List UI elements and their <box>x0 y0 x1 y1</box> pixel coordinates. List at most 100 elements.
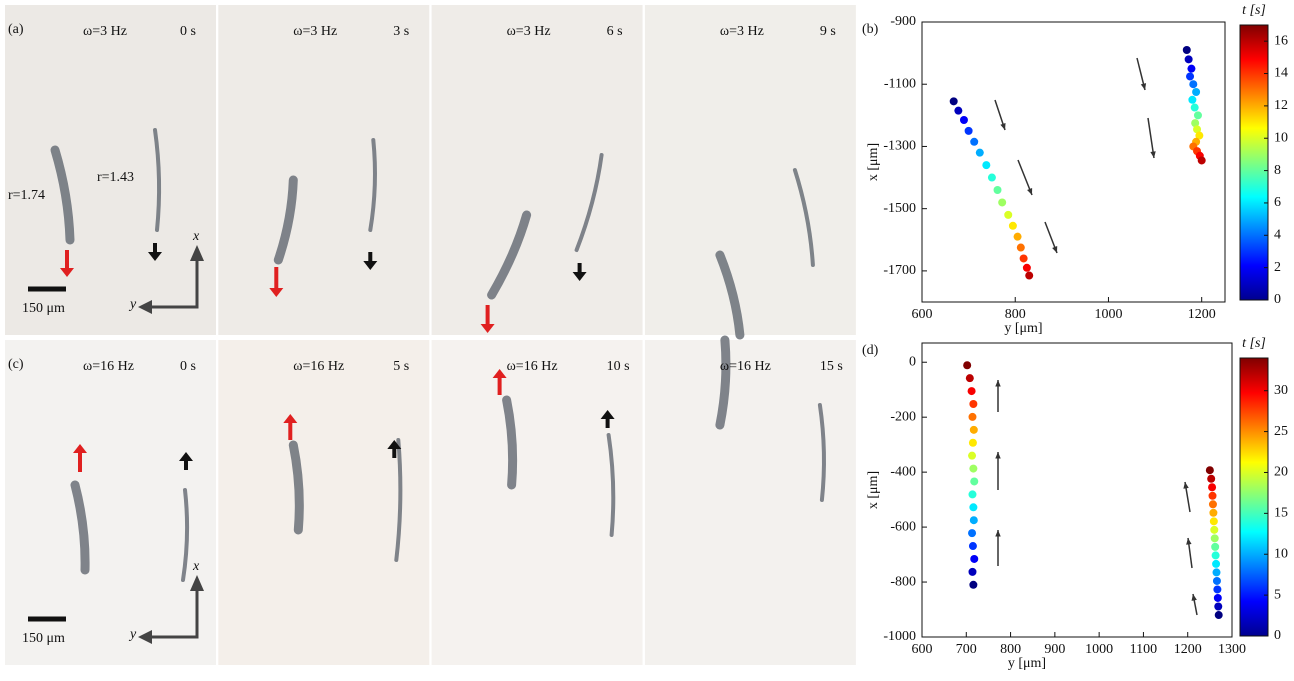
data-point <box>1022 263 1031 272</box>
data-point <box>1193 125 1202 134</box>
colorbar-label: t [s] <box>1242 336 1266 351</box>
x-tick-label: 600 <box>912 642 933 657</box>
filament <box>70 480 90 575</box>
axis-glyph-head <box>138 630 152 644</box>
photo-frame <box>5 340 216 665</box>
trend-arrow-head <box>1052 246 1058 253</box>
data-point <box>967 387 976 396</box>
data-point <box>1189 80 1198 89</box>
data-point <box>1205 466 1214 475</box>
y-tick-label: -600 <box>890 519 916 534</box>
data-point <box>993 186 1002 194</box>
trend-arrow-head <box>1183 482 1189 489</box>
time-label: 0 s <box>180 359 196 374</box>
data-point <box>949 97 958 106</box>
colorbar-tick-label: 16 <box>1274 33 1288 48</box>
arrow-head <box>363 261 378 270</box>
data-point <box>969 580 978 589</box>
data-point <box>975 148 984 157</box>
axis-glyph-head <box>190 575 204 591</box>
data-point <box>1213 593 1222 602</box>
frequency-label: ω=16 Hz <box>720 359 771 374</box>
time-label: 15 s <box>820 359 843 374</box>
axis-glyph-x: x <box>192 229 200 244</box>
photo-frame <box>218 340 430 665</box>
axis-glyph-head <box>138 300 152 314</box>
arrow-head <box>480 324 495 333</box>
data-point <box>1208 491 1217 500</box>
data-point <box>1211 551 1220 560</box>
data-point <box>1192 88 1201 96</box>
time-label: 6 s <box>607 24 623 39</box>
data-point <box>1197 156 1206 165</box>
data-point <box>968 567 977 576</box>
data-point <box>969 503 978 512</box>
data-point <box>1025 271 1034 280</box>
x-tick-label: 600 <box>912 307 933 322</box>
colorbar-tick-label: 10 <box>1274 130 1288 145</box>
annotation: r=1.74 <box>8 188 45 203</box>
data-point <box>968 490 977 499</box>
data-point <box>1191 119 1200 128</box>
arrow-head <box>73 444 87 453</box>
panel-label: (b) <box>862 22 879 37</box>
trend-arrow-head <box>1186 538 1192 545</box>
colorbar <box>1239 357 1269 637</box>
colorbar-tick-label: 25 <box>1274 424 1288 439</box>
data-point <box>1208 483 1217 492</box>
scale-bar-label: 150 μm <box>22 631 65 646</box>
data-point <box>1188 95 1197 104</box>
frequency-label: ω=3 Hz <box>507 24 551 39</box>
filament <box>50 145 75 245</box>
x-tick-label: 800 <box>1000 642 1021 657</box>
filament <box>153 128 162 232</box>
data-point <box>1182 46 1191 54</box>
data-point <box>968 529 977 538</box>
x-tick-label: 1000 <box>1094 307 1122 322</box>
axis-glyph <box>150 257 199 309</box>
data-point <box>1213 585 1222 594</box>
data-point <box>1008 221 1017 230</box>
filament <box>715 335 731 430</box>
data-point <box>998 198 1007 207</box>
data-point <box>1211 542 1220 551</box>
colorbar-tick-label: 30 <box>1274 383 1288 398</box>
data-point <box>1209 517 1218 526</box>
filament <box>502 395 518 490</box>
data-point <box>1184 55 1193 64</box>
colorbar-tick-label: 0 <box>1274 628 1281 643</box>
arrow-head <box>387 440 402 449</box>
axis-glyph-head <box>190 245 204 261</box>
frequency-label: ω=16 Hz <box>293 359 344 374</box>
y-tick-label: 0 <box>909 354 916 369</box>
time-label: 9 s <box>820 24 836 39</box>
arrow-head <box>492 369 507 378</box>
trend-arrow-head <box>1150 151 1156 158</box>
colorbar-tick-label: 15 <box>1274 506 1288 521</box>
data-point <box>969 516 978 525</box>
filament <box>606 433 616 537</box>
data-point <box>1207 474 1216 483</box>
colorbar-tick-label: 20 <box>1274 465 1288 480</box>
filament <box>273 175 298 265</box>
data-point <box>968 451 977 460</box>
photo-frame <box>431 340 643 665</box>
data-point <box>1208 500 1217 509</box>
x-tick-label: 1100 <box>1130 642 1157 657</box>
filament <box>368 138 377 232</box>
data-point <box>1004 210 1013 219</box>
filament <box>817 403 826 502</box>
y-tick-label: -400 <box>890 464 916 479</box>
colorbar-tick-label: 4 <box>1274 228 1281 243</box>
data-point <box>1193 111 1202 120</box>
colorbar-label: t [s] <box>1242 3 1266 18</box>
data-point <box>969 399 978 408</box>
data-point <box>959 116 968 124</box>
y-tick-label: -1000 <box>883 629 916 644</box>
y-tick-label: -800 <box>890 574 916 589</box>
frequency-label: ω=3 Hz <box>293 24 337 39</box>
panel-label: (c) <box>8 357 24 372</box>
x-tick-label: 1200 <box>1174 642 1202 657</box>
frequency-label: ω=16 Hz <box>83 359 134 374</box>
photo-frame <box>644 5 856 335</box>
